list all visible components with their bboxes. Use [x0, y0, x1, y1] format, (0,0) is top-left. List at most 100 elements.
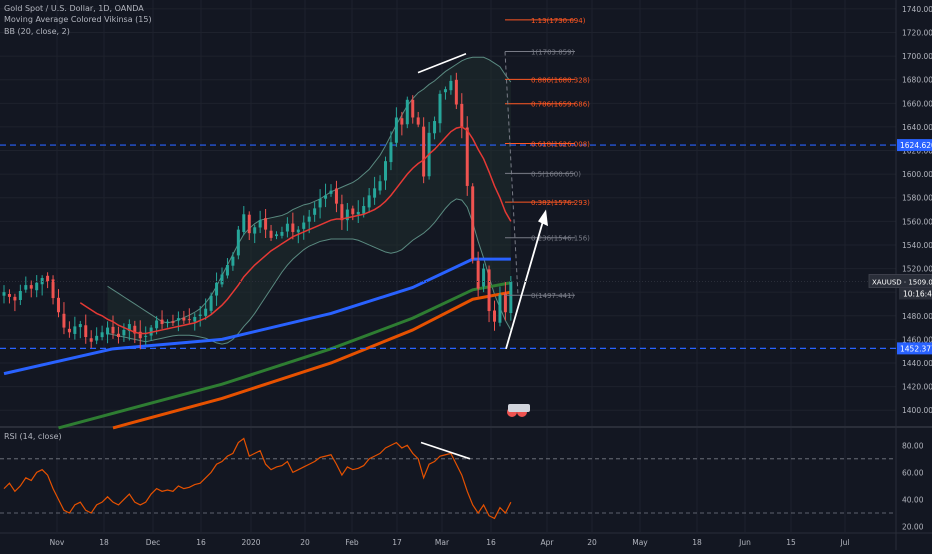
- candle-body: [503, 293, 507, 313]
- fib-level-label: 0.886(1680.328): [531, 76, 590, 84]
- time-axis-tick: 20: [300, 538, 310, 547]
- bb-legend[interactable]: BB (20, close, 2): [4, 27, 70, 36]
- candle-body: [62, 313, 66, 328]
- candle-body: [280, 231, 284, 236]
- candle-body: [225, 265, 229, 276]
- candle-body: [242, 214, 246, 232]
- candle-body: [329, 190, 333, 194]
- candle-body: [29, 285, 33, 289]
- candle-body: [449, 80, 453, 91]
- time-axis-tick: May: [632, 538, 648, 547]
- candle-body: [351, 208, 355, 215]
- fib-level-label: 0.5(1600.650): [531, 170, 581, 178]
- candle-body: [498, 294, 502, 323]
- candle-body: [166, 321, 169, 323]
- candle-body: [302, 222, 306, 229]
- candle-body: [482, 268, 486, 287]
- time-axis-tick: Feb: [345, 538, 359, 547]
- candle-body: [275, 234, 278, 237]
- candle-body: [116, 333, 120, 338]
- fib-level-label: 0.786(1659.686): [531, 101, 590, 109]
- time-axis-tick: 2020: [241, 538, 260, 547]
- price-axis-tick: 1460.00: [902, 335, 932, 344]
- candle-body: [318, 198, 322, 208]
- candle-body: [324, 195, 328, 199]
- price-axis-tick: 1640.00: [902, 123, 932, 132]
- candle-body: [215, 282, 219, 296]
- candle-body: [400, 118, 404, 125]
- countdown-badge: [899, 287, 932, 300]
- candle-body: [95, 335, 99, 341]
- candle-body: [209, 295, 213, 311]
- price-axis-tick: 1420.00: [902, 383, 932, 392]
- candle-body: [487, 269, 491, 312]
- price-axis-tick: 1520.00: [902, 265, 932, 274]
- symbol-price-badge-text: XAUUSD · 1509.053: [872, 278, 932, 286]
- candle-body: [285, 223, 289, 232]
- candle-body: [100, 332, 104, 338]
- candle-body: [133, 325, 137, 334]
- candle-body: [198, 314, 202, 317]
- price-level-badge: [897, 139, 932, 152]
- time-axis-tick: Jun: [738, 538, 751, 547]
- candle-body: [493, 310, 496, 322]
- fib-trend-line: [504, 51, 519, 296]
- candle-body: [471, 186, 475, 260]
- candle-body: [378, 181, 382, 191]
- candle-body: [465, 127, 469, 186]
- candle-body: [144, 335, 148, 337]
- candle-body: [454, 79, 458, 105]
- candle-body: [362, 206, 366, 214]
- rsi-legend[interactable]: RSI (14, close): [4, 432, 62, 441]
- candle-body: [122, 329, 126, 336]
- candle-body: [78, 324, 82, 328]
- candle-body: [264, 218, 268, 230]
- ma15-line: [79, 126, 512, 335]
- fib-level-label: 0(1497.441): [531, 292, 575, 300]
- candle-body: [171, 321, 175, 323]
- bb-upper-line: [107, 56, 512, 324]
- countdown-badge-text: 10:16:44: [903, 289, 932, 298]
- fib-level-label: 1.13(1730.694): [531, 17, 586, 25]
- candle-body: [334, 188, 338, 204]
- price-axis-tick: 1740.00: [902, 5, 932, 14]
- candle-body: [296, 229, 300, 233]
- candle-body: [307, 216, 311, 222]
- price-axis-tick: 1700.00: [902, 52, 932, 61]
- candle-body: [111, 326, 115, 334]
- time-axis-tick: Apr: [541, 538, 555, 547]
- candle-body: [411, 99, 415, 118]
- candle-body: [269, 230, 273, 238]
- candle-body: [367, 195, 371, 208]
- bb-fill: [107, 57, 511, 345]
- candle-body: [313, 208, 317, 215]
- price-level-badge-text: 1452.377: [900, 344, 932, 353]
- symbol-legend[interactable]: Gold Spot / U.S. Dollar, 1D, OANDA: [4, 4, 144, 13]
- candle-body: [416, 117, 420, 125]
- candle-body: [187, 319, 191, 321]
- candle-body: [373, 188, 377, 198]
- candle-body: [384, 161, 387, 181]
- price-axis-tick: 1560.00: [902, 217, 932, 226]
- fib-level-label: 1(1703.859): [531, 49, 575, 57]
- candle-body: [394, 117, 398, 143]
- candle-body: [356, 211, 360, 215]
- candle-body: [160, 319, 164, 325]
- candle-body: [340, 204, 344, 221]
- candle-body: [247, 214, 251, 234]
- candle-body: [220, 274, 224, 285]
- candle-body: [46, 275, 50, 282]
- rsi-axis-tick: 80.00: [902, 441, 924, 450]
- fib-level-label: 0.382(1576.293): [531, 199, 590, 207]
- price-level-badge: [897, 342, 932, 355]
- rsi-line: [3, 437, 512, 520]
- candle-body: [193, 316, 197, 322]
- time-axis-tick: Dec: [146, 538, 161, 547]
- candle-body: [176, 318, 180, 321]
- candle-body: [138, 331, 142, 339]
- price-axis-tick: 1540.00: [902, 241, 932, 250]
- candle-body: [73, 326, 77, 334]
- ma-legend[interactable]: Moving Average Colored Vikinsa (15): [4, 15, 152, 24]
